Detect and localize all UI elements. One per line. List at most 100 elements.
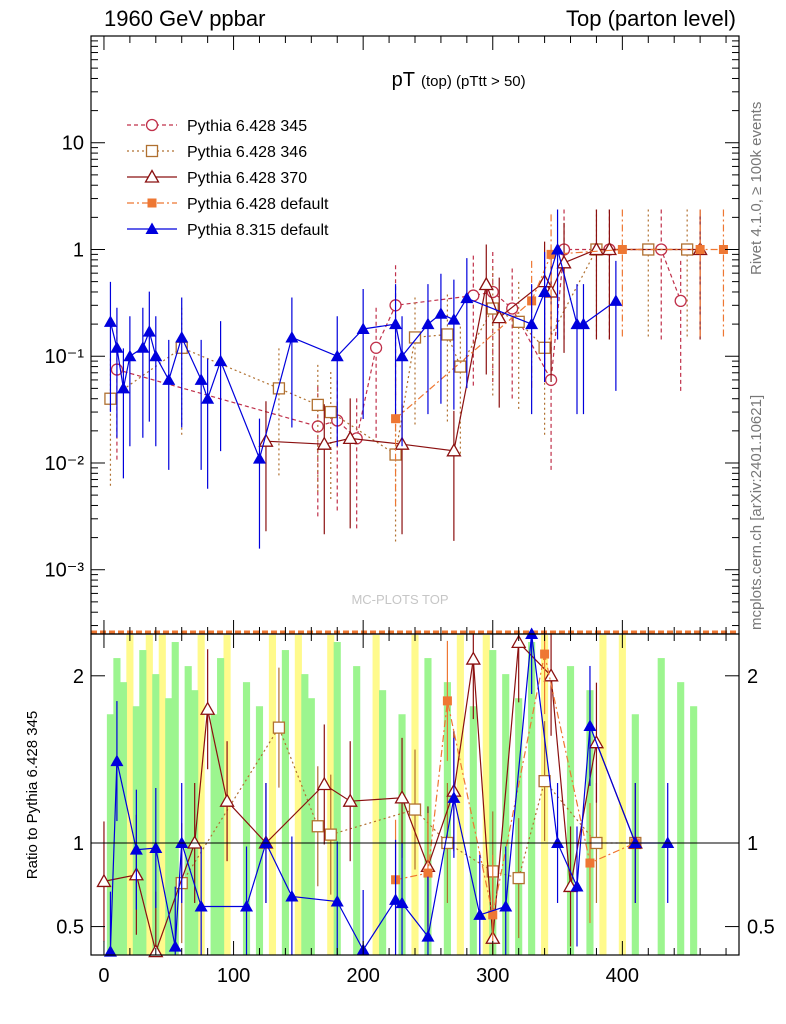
ratio-y-tick-label-right: 2	[747, 666, 758, 688]
data-point	[311, 398, 324, 412]
data-point	[201, 392, 215, 404]
ratio-band-yellow	[618, 635, 626, 955]
ratio-y-tick-label: 2	[73, 666, 84, 688]
ratio-point	[330, 895, 344, 907]
ratio-band-green	[307, 698, 315, 955]
ratio-band-green	[139, 650, 147, 955]
data-point	[695, 244, 705, 254]
data-point	[546, 249, 556, 259]
ratio-band-green	[171, 642, 179, 955]
ratio-point	[423, 868, 433, 878]
ratio-band-green	[255, 706, 264, 955]
ratio-band-green	[301, 674, 309, 955]
ratio-point	[488, 910, 498, 920]
x-tick-label: 300	[476, 965, 509, 987]
series-line-pythia-8-315-default	[109, 247, 617, 461]
ratio-band-green	[106, 714, 115, 955]
ratio-point	[240, 900, 254, 912]
ratio-point	[499, 900, 513, 912]
main-plot-series	[91, 209, 739, 634]
legend-label: Pythia 8.315 default	[187, 222, 329, 239]
ratio-band-yellow	[372, 635, 380, 955]
ratio-point	[447, 791, 461, 803]
data-point	[316, 436, 332, 450]
ratio-band-green	[502, 674, 510, 955]
data-point	[324, 405, 337, 419]
ratio-band-yellow	[268, 635, 277, 955]
data-point	[617, 244, 627, 254]
y-tick-label: 10⁻³	[45, 560, 85, 582]
ratio-point	[394, 790, 410, 804]
header-process-label: Top (parton level)	[566, 6, 736, 31]
data-point	[674, 294, 687, 308]
ratio-point	[200, 701, 216, 715]
legend-marker	[145, 222, 159, 234]
ratio-band-green	[469, 706, 477, 955]
ratio-point	[585, 858, 595, 868]
ratio-point	[465, 651, 481, 665]
ratio-band-green	[333, 642, 341, 955]
ratio-point	[311, 820, 324, 833]
ratio-point	[583, 719, 597, 731]
data-point	[214, 354, 228, 367]
data-point	[103, 315, 117, 327]
data-point	[162, 373, 176, 385]
ratio-band-green	[566, 666, 575, 955]
legend-label: Pythia 6.428 345	[187, 118, 307, 135]
chart-title: pT	[392, 69, 415, 91]
ratio-band-green	[690, 706, 698, 955]
data-point	[342, 430, 358, 445]
data-point	[142, 325, 156, 337]
ratio-point	[442, 696, 452, 706]
data-point	[369, 341, 383, 354]
data-point	[194, 373, 208, 385]
data-point	[110, 341, 124, 353]
ratio-point	[103, 945, 117, 957]
data-point	[391, 414, 401, 424]
y-tick-label: 1	[73, 239, 84, 261]
ratio-band-green	[119, 682, 127, 955]
data-point	[601, 241, 618, 256]
data-point	[258, 433, 274, 447]
data-point	[441, 328, 454, 341]
ratio-line-pythia-6-428-346	[181, 726, 636, 884]
watermark: MC-PLOTS TOP	[351, 592, 448, 607]
ratio-point	[149, 841, 163, 853]
ratio-point	[473, 908, 487, 920]
ratio-point	[272, 721, 286, 734]
ratio-point	[512, 871, 525, 885]
ratio-band-green	[281, 650, 289, 955]
data-point	[434, 307, 448, 319]
ratio-point	[389, 893, 403, 905]
ratio-point	[110, 754, 124, 767]
data-point	[252, 452, 266, 464]
data-point	[356, 322, 370, 334]
data-point	[285, 330, 299, 343]
data-point	[718, 244, 728, 254]
data-point	[525, 317, 539, 330]
ratio-point	[421, 930, 435, 942]
ratio-band-yellow	[599, 635, 607, 955]
ratio-band-green	[242, 682, 251, 955]
data-point	[512, 315, 525, 328]
data-point	[395, 349, 409, 362]
data-point	[389, 317, 403, 330]
ratio-point	[168, 940, 182, 952]
data-point	[123, 349, 137, 362]
y-tick-label: 10	[62, 133, 84, 155]
data-point	[460, 291, 474, 304]
ratio-plot-series	[91, 627, 739, 958]
ratio-band-green	[489, 650, 497, 955]
ratio-point	[194, 900, 208, 912]
ratio-point	[316, 776, 332, 791]
data-point	[478, 276, 494, 291]
ratio-point	[661, 836, 675, 848]
ratio-point	[96, 873, 112, 888]
data-point	[538, 285, 552, 297]
ratio-point	[187, 835, 203, 849]
ratio-point	[395, 896, 409, 909]
series-line-pythia-6-428-default	[395, 248, 724, 420]
ratio-line-pythia-6-428-370	[103, 641, 636, 954]
